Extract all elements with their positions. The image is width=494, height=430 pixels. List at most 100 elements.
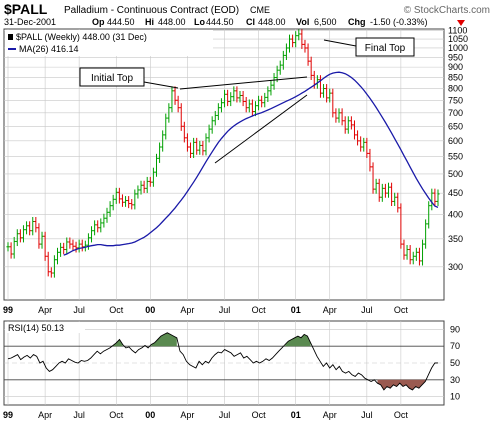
volume-label: Vol <box>296 17 309 27</box>
price-bar <box>58 242 63 257</box>
price-bar <box>399 203 403 249</box>
price-bar <box>170 86 174 113</box>
price-bar <box>55 247 60 265</box>
price-bar <box>46 251 50 277</box>
price-bar <box>291 34 295 48</box>
price-bar <box>337 108 341 123</box>
low-label: Lo <box>194 17 205 27</box>
ma-legend-label: MA(26) 416.14 <box>19 44 79 54</box>
date-tick-label: 99 <box>3 305 13 315</box>
price-bar <box>120 194 125 207</box>
price-tick-label: 800 <box>448 84 463 94</box>
price-bar <box>244 96 248 113</box>
price-bar <box>284 43 289 60</box>
close-value: 448.00 <box>258 17 286 27</box>
watermark: © StockCharts.com <box>404 5 490 16</box>
price-bar <box>365 137 369 158</box>
price-bar <box>389 182 394 207</box>
price-tick-label: 650 <box>448 121 463 131</box>
initial-top-callout: Initial Top <box>91 73 134 84</box>
price-bar <box>241 90 245 107</box>
date-tick-label: 00 <box>145 305 155 315</box>
price-bar <box>278 60 282 75</box>
price-tick-label: 900 <box>448 62 463 72</box>
date-tick-label: Apr <box>180 410 194 420</box>
change-down-triangle-icon <box>457 20 465 26</box>
initial-top-pointer <box>143 81 179 89</box>
price-bar <box>263 92 267 108</box>
low-value: 444.50 <box>206 17 234 27</box>
price-bar <box>424 219 428 249</box>
price-bar <box>377 178 381 202</box>
price-bar <box>34 217 38 233</box>
price-tick-label: 300 <box>448 262 463 272</box>
price-bar <box>111 194 115 211</box>
price-bar <box>260 95 264 108</box>
date-tick-label: Oct <box>252 305 267 315</box>
price-bar <box>226 89 230 107</box>
change-value: -1.50 (-0.33%) <box>370 17 428 27</box>
price-bar <box>145 176 149 193</box>
rsi-tick-label: 90 <box>450 324 460 334</box>
open-value: 444.50 <box>107 17 135 27</box>
price-bar <box>185 133 190 152</box>
ma-26-line <box>63 71 439 256</box>
price-bar <box>123 196 128 207</box>
price-bar <box>414 247 418 261</box>
price-bar <box>80 239 84 252</box>
date-tick-label: Apr <box>180 305 194 315</box>
price-tick-label: 350 <box>448 234 463 244</box>
price-bar <box>325 84 329 103</box>
rsi-overbought-fill <box>151 332 177 347</box>
price-bar <box>173 86 177 105</box>
price-tick-label: 700 <box>448 108 463 118</box>
price-bar <box>411 251 415 265</box>
rsi-line <box>7 332 439 391</box>
final-top-pointer <box>323 39 357 47</box>
price-bar <box>300 29 304 49</box>
date-tick-label: Jul <box>361 305 373 315</box>
price-bar <box>417 247 422 266</box>
price-bar <box>235 86 239 103</box>
legend-box <box>5 30 213 56</box>
price-bar <box>99 218 103 233</box>
date-tick-label: Oct <box>394 410 409 420</box>
price-bar <box>349 116 353 130</box>
price-bar <box>321 84 326 98</box>
rsi-tick-label: 50 <box>450 358 460 368</box>
initial-top-callout-box <box>79 67 145 87</box>
price-bar <box>161 130 165 152</box>
price-bar <box>43 231 47 261</box>
final-top-callout-box <box>355 37 415 57</box>
price-bar <box>179 103 183 131</box>
price-bar <box>393 192 397 207</box>
price-bar <box>105 207 109 223</box>
close-label: Cl <box>246 17 255 27</box>
price-bar <box>164 113 168 140</box>
neckline-trendline <box>214 94 308 164</box>
price-tick-label: 500 <box>448 169 463 179</box>
high-value: 448.00 <box>158 17 186 27</box>
price-bar <box>287 34 292 53</box>
price-bar <box>383 183 388 198</box>
price-bar <box>40 231 44 249</box>
price-bar <box>427 201 431 229</box>
price-bar <box>89 226 94 243</box>
date-tick-label: Oct <box>252 410 267 420</box>
price-bar <box>238 90 242 103</box>
price-bar <box>18 229 22 243</box>
price-bar <box>331 88 335 118</box>
price-bar <box>62 242 66 255</box>
price-bar <box>433 188 437 207</box>
price-bar <box>371 162 375 194</box>
price-bar <box>195 137 199 155</box>
price-bar <box>142 180 146 193</box>
date-tick-label: Jul <box>219 410 231 420</box>
price-bar <box>210 116 214 134</box>
price-bar <box>359 136 363 152</box>
rsi-tick-label: 10 <box>450 392 460 402</box>
price-bar <box>430 188 434 211</box>
price-bar <box>133 189 137 210</box>
price-bar <box>37 223 41 249</box>
price-tick-label: 1100 <box>448 26 467 36</box>
